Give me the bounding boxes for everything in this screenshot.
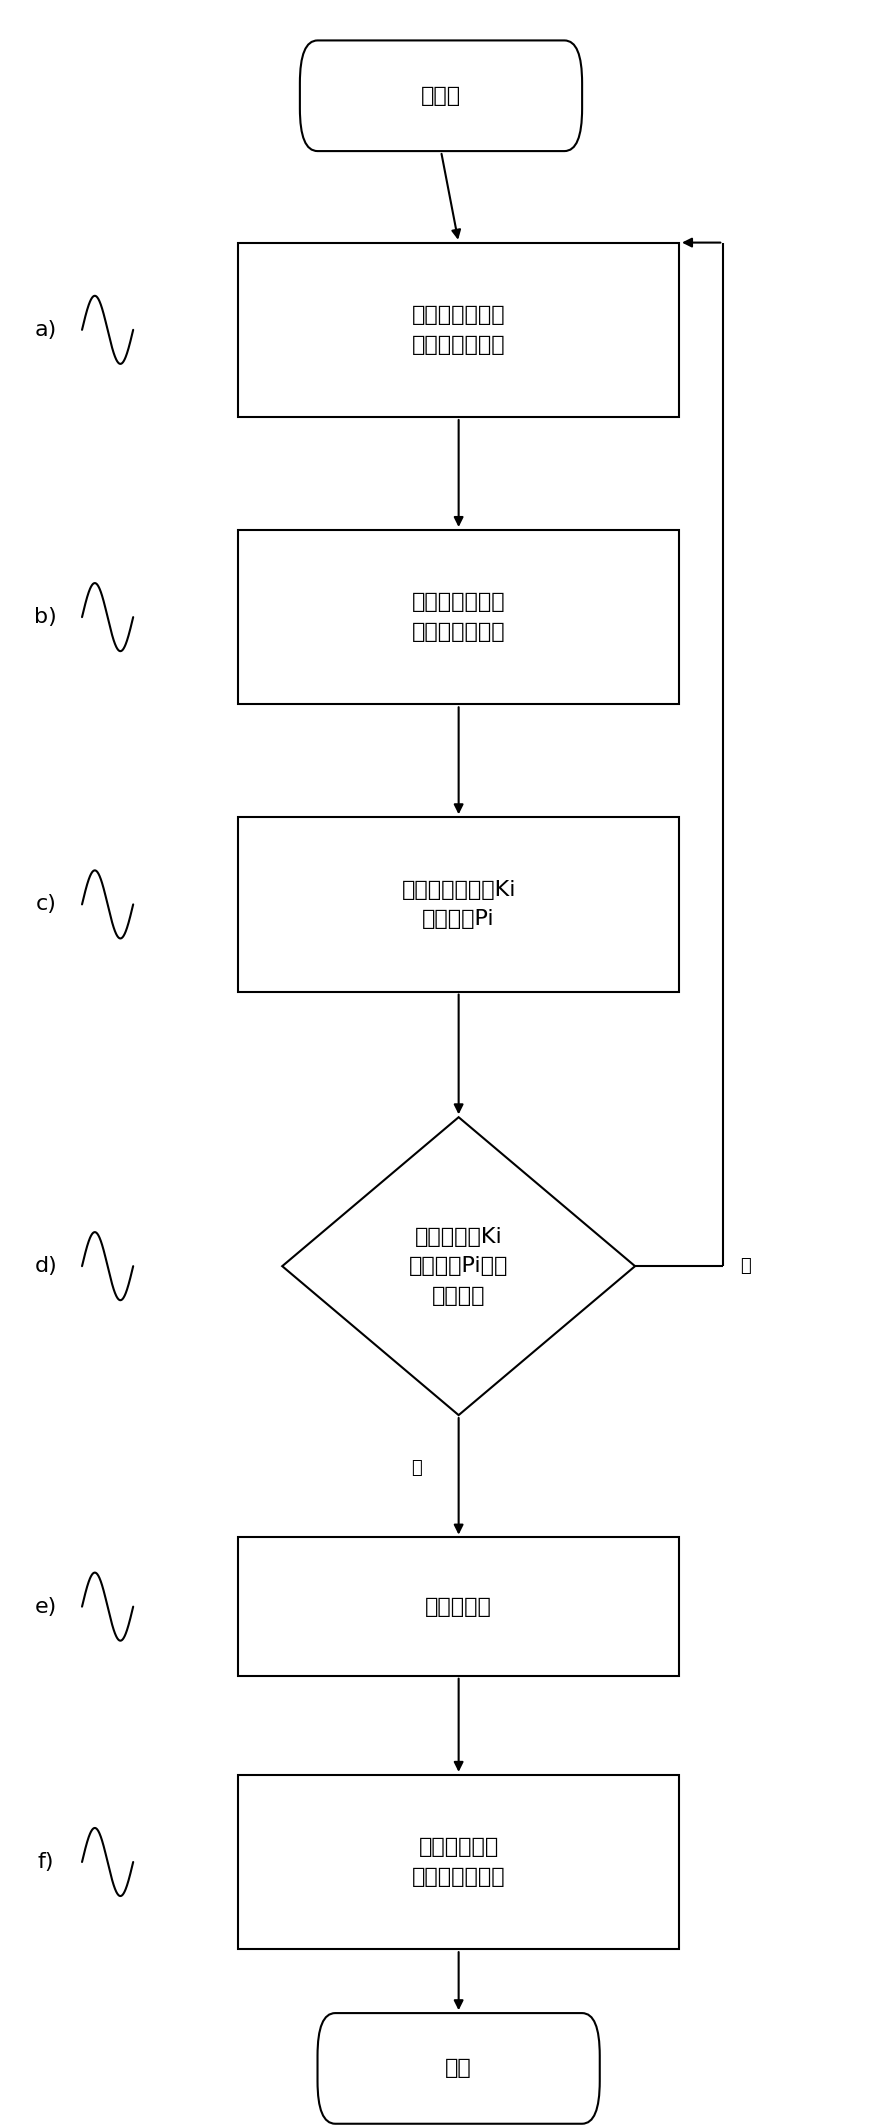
Text: e): e)	[34, 1596, 57, 1617]
Bar	[238, 1536, 679, 1677]
Bar	[238, 1775, 679, 1949]
Text: c): c)	[35, 894, 56, 915]
Bar	[238, 530, 679, 704]
Bar	[238, 243, 679, 417]
Text: b): b)	[34, 606, 57, 628]
Text: 结束: 结束	[445, 2058, 472, 2079]
Text: 否: 否	[740, 1258, 751, 1275]
Text: 初始化: 初始化	[421, 85, 461, 106]
Text: a): a)	[34, 319, 57, 340]
Polygon shape	[282, 1117, 635, 1415]
Text: 采集标准倾角值
和标准角速度值: 采集标准倾角值 和标准角速度值	[412, 304, 505, 355]
Text: 判断偏差值Ki
和偏差值Pi是否
大于阈值: 判断偏差值Ki 和偏差值Pi是否 大于阈值	[409, 1226, 508, 1307]
Text: 调整偏差值: 调整偏差值	[425, 1596, 492, 1617]
Text: d): d)	[34, 1256, 57, 1277]
Text: 分别求取偏差值Ki
和偏差值Pi: 分别求取偏差值Ki 和偏差值Pi	[401, 879, 516, 930]
FancyBboxPatch shape	[300, 40, 582, 151]
FancyBboxPatch shape	[318, 2013, 600, 2124]
Text: f): f)	[38, 1851, 54, 1873]
Text: 是: 是	[411, 1460, 422, 1477]
Bar	[238, 817, 679, 992]
Text: 发送故障信息
和断开电机电源: 发送故障信息 和断开电机电源	[412, 1836, 505, 1888]
Text: 采集实时倾角值
和实时角速度值: 采集实时倾角值 和实时角速度值	[412, 592, 505, 643]
